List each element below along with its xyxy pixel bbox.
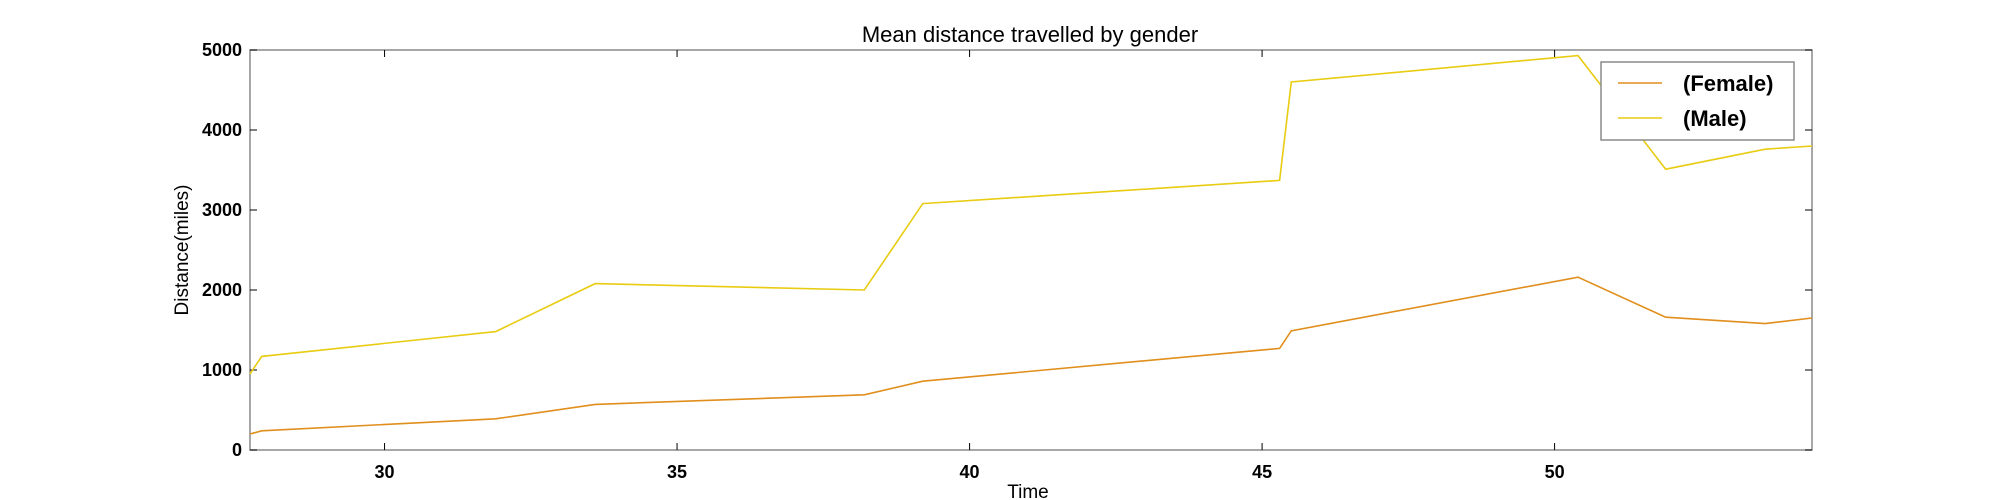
y-tick-label: 0 <box>232 440 242 460</box>
x-tick-label: 35 <box>667 462 687 482</box>
x-axis-label: Time <box>1007 482 1049 500</box>
legend-box <box>1600 61 1795 141</box>
x-axis-ticks: 30 35 40 45 50 <box>375 50 1565 482</box>
y-tick-label: 2000 <box>202 280 242 300</box>
y-tick-label: 4000 <box>202 120 242 140</box>
x-tick-label: 45 <box>1252 462 1272 482</box>
x-tick-label: 50 <box>1545 462 1565 482</box>
legend-label-female: (Female) <box>1683 71 1773 96</box>
legend-label-male: (Male) <box>1683 106 1747 131</box>
legend: (Female) (Male) <box>1600 61 1795 141</box>
chart-title: Mean distance travelled by gender <box>862 22 1198 47</box>
x-tick-label: 30 <box>375 462 395 482</box>
series-line-female <box>249 276 1813 435</box>
series-line-male <box>249 54 1813 375</box>
series-lines <box>249 54 1813 435</box>
y-tick-label: 5000 <box>202 40 242 60</box>
plot-area <box>249 49 1813 451</box>
x-tick-label: 40 <box>960 462 980 482</box>
y-tick-label: 3000 <box>202 200 242 220</box>
y-axis-ticks: 0 1000 2000 3000 4000 5000 <box>202 40 1812 460</box>
y-axis-label: Distance(miles) <box>172 185 193 316</box>
y-tick-label: 1000 <box>202 360 242 380</box>
